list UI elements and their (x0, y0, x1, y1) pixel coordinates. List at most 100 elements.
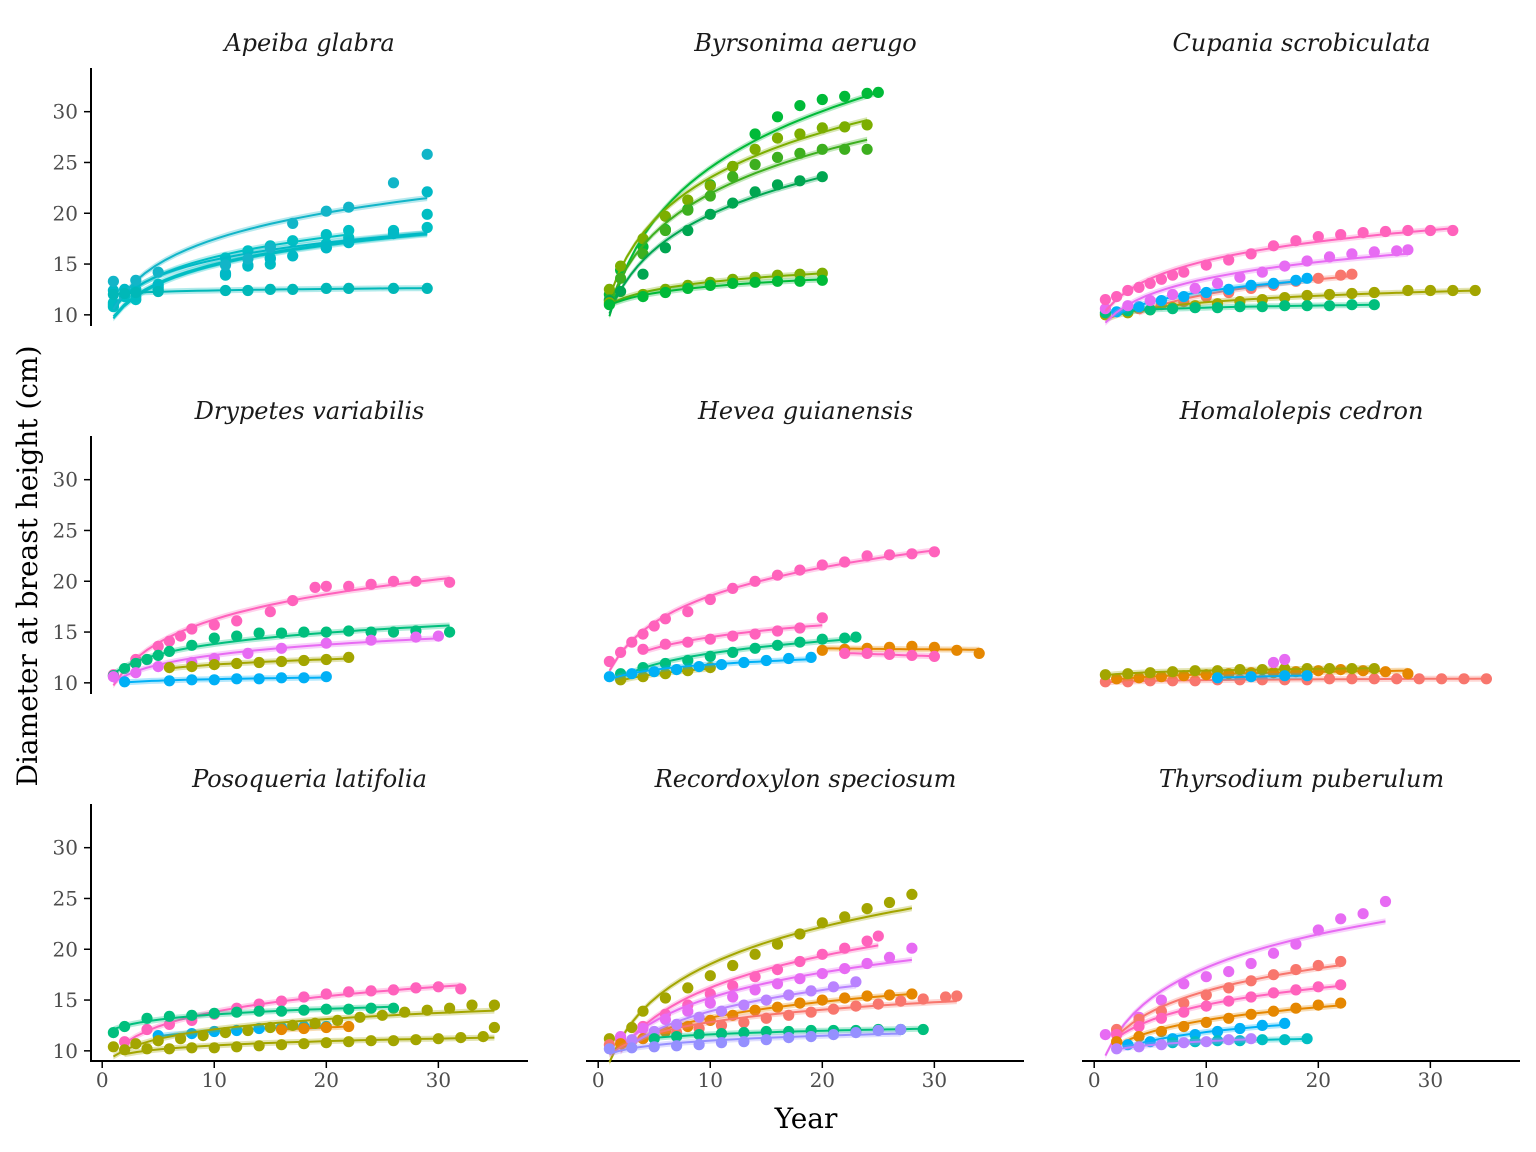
data-point (107, 288, 119, 301)
data-point (771, 111, 784, 123)
data-point (1122, 284, 1134, 297)
data-point (839, 632, 851, 644)
data-point (1391, 245, 1403, 257)
data-point (275, 642, 288, 654)
data-point (637, 1022, 649, 1035)
data-point (704, 190, 716, 202)
data-point (682, 982, 694, 994)
data-point (883, 951, 896, 964)
data-point (715, 1028, 728, 1040)
data-point (872, 86, 884, 98)
data-point (242, 253, 254, 265)
data-point (816, 994, 828, 1006)
data-point (186, 674, 198, 686)
data-point (1189, 665, 1201, 677)
data-point (253, 656, 265, 669)
data-point (455, 1032, 467, 1044)
data-point (771, 978, 784, 990)
data-point (827, 981, 840, 993)
data-point (693, 1011, 705, 1023)
data-point (771, 275, 784, 287)
data-point (715, 1019, 728, 1031)
data-point (1379, 895, 1392, 908)
data-point (219, 284, 232, 297)
data-point (738, 1027, 750, 1039)
data-point (1323, 663, 1336, 675)
series (1099, 224, 1459, 315)
data-point (309, 1017, 321, 1029)
data-point (1245, 1008, 1257, 1020)
data-point (1391, 673, 1403, 685)
data-point (727, 630, 739, 642)
data-point (1357, 227, 1369, 239)
data-point (816, 968, 828, 980)
y-tick-label: 15 (53, 252, 78, 276)
data-point (1144, 675, 1156, 687)
data-point (1200, 1016, 1212, 1028)
data-point (320, 626, 332, 638)
data-point (671, 1031, 683, 1043)
data-point (659, 613, 672, 625)
series (119, 671, 332, 688)
data-point (1312, 231, 1324, 243)
data-point (1155, 295, 1167, 307)
fit-band (609, 1030, 901, 1057)
data-point (771, 938, 784, 950)
data-point (320, 1021, 332, 1034)
series (107, 224, 355, 313)
fit-line (1104, 252, 1408, 324)
series (615, 942, 918, 1052)
data-point (1290, 235, 1302, 247)
data-point (883, 896, 896, 909)
data-point (1312, 924, 1324, 936)
panel-title: Posoqueria latifolia (191, 765, 427, 793)
panel-posoqueria-latifolia: Posoqueria latifolia 10 15 20 25 30 0 10 20 30 (53, 765, 528, 1092)
data-point (648, 1033, 660, 1045)
data-point (1133, 301, 1145, 313)
data-point (298, 672, 310, 684)
data-point (760, 1025, 772, 1038)
data-point (760, 654, 772, 667)
data-point (186, 1028, 198, 1040)
data-point (805, 1006, 817, 1018)
data-point (682, 282, 694, 294)
data-point (783, 1009, 795, 1021)
data-point (738, 1036, 750, 1048)
data-point (738, 999, 750, 1011)
data-point (343, 651, 355, 664)
data-point (816, 274, 828, 286)
data-point (141, 653, 153, 666)
data-point (320, 282, 332, 294)
data-point (715, 1037, 728, 1049)
data-point (917, 993, 929, 1005)
x-tick-label: 30 (426, 1068, 451, 1092)
data-point (783, 652, 795, 665)
data-point (872, 930, 884, 942)
y-tick-label: 15 (53, 620, 78, 644)
data-point (816, 559, 828, 571)
data-point (1211, 1025, 1224, 1038)
data-point (163, 1018, 175, 1030)
panel-title: Byrsonima aerugo (693, 29, 917, 57)
data-point (1267, 1005, 1280, 1017)
data-point (365, 578, 377, 590)
data-point (343, 580, 355, 592)
panel-title: Cupania scrobiculata (1172, 29, 1430, 57)
data-point (1223, 966, 1235, 978)
data-point (287, 250, 299, 262)
data-point (1424, 284, 1436, 297)
data-point (1323, 673, 1336, 685)
data-point (749, 948, 761, 960)
data-point (287, 217, 299, 229)
data-point (816, 143, 828, 155)
data-point (107, 1041, 119, 1053)
data-point (1133, 672, 1145, 684)
data-point (387, 282, 400, 294)
data-point (421, 221, 433, 234)
data-point (816, 948, 828, 960)
data-point (816, 171, 828, 183)
data-point (1267, 987, 1280, 999)
series (603, 888, 918, 1066)
data-point (298, 1022, 310, 1035)
panel-byrsonima-aerugo: Byrsonima aerugo (603, 29, 917, 320)
